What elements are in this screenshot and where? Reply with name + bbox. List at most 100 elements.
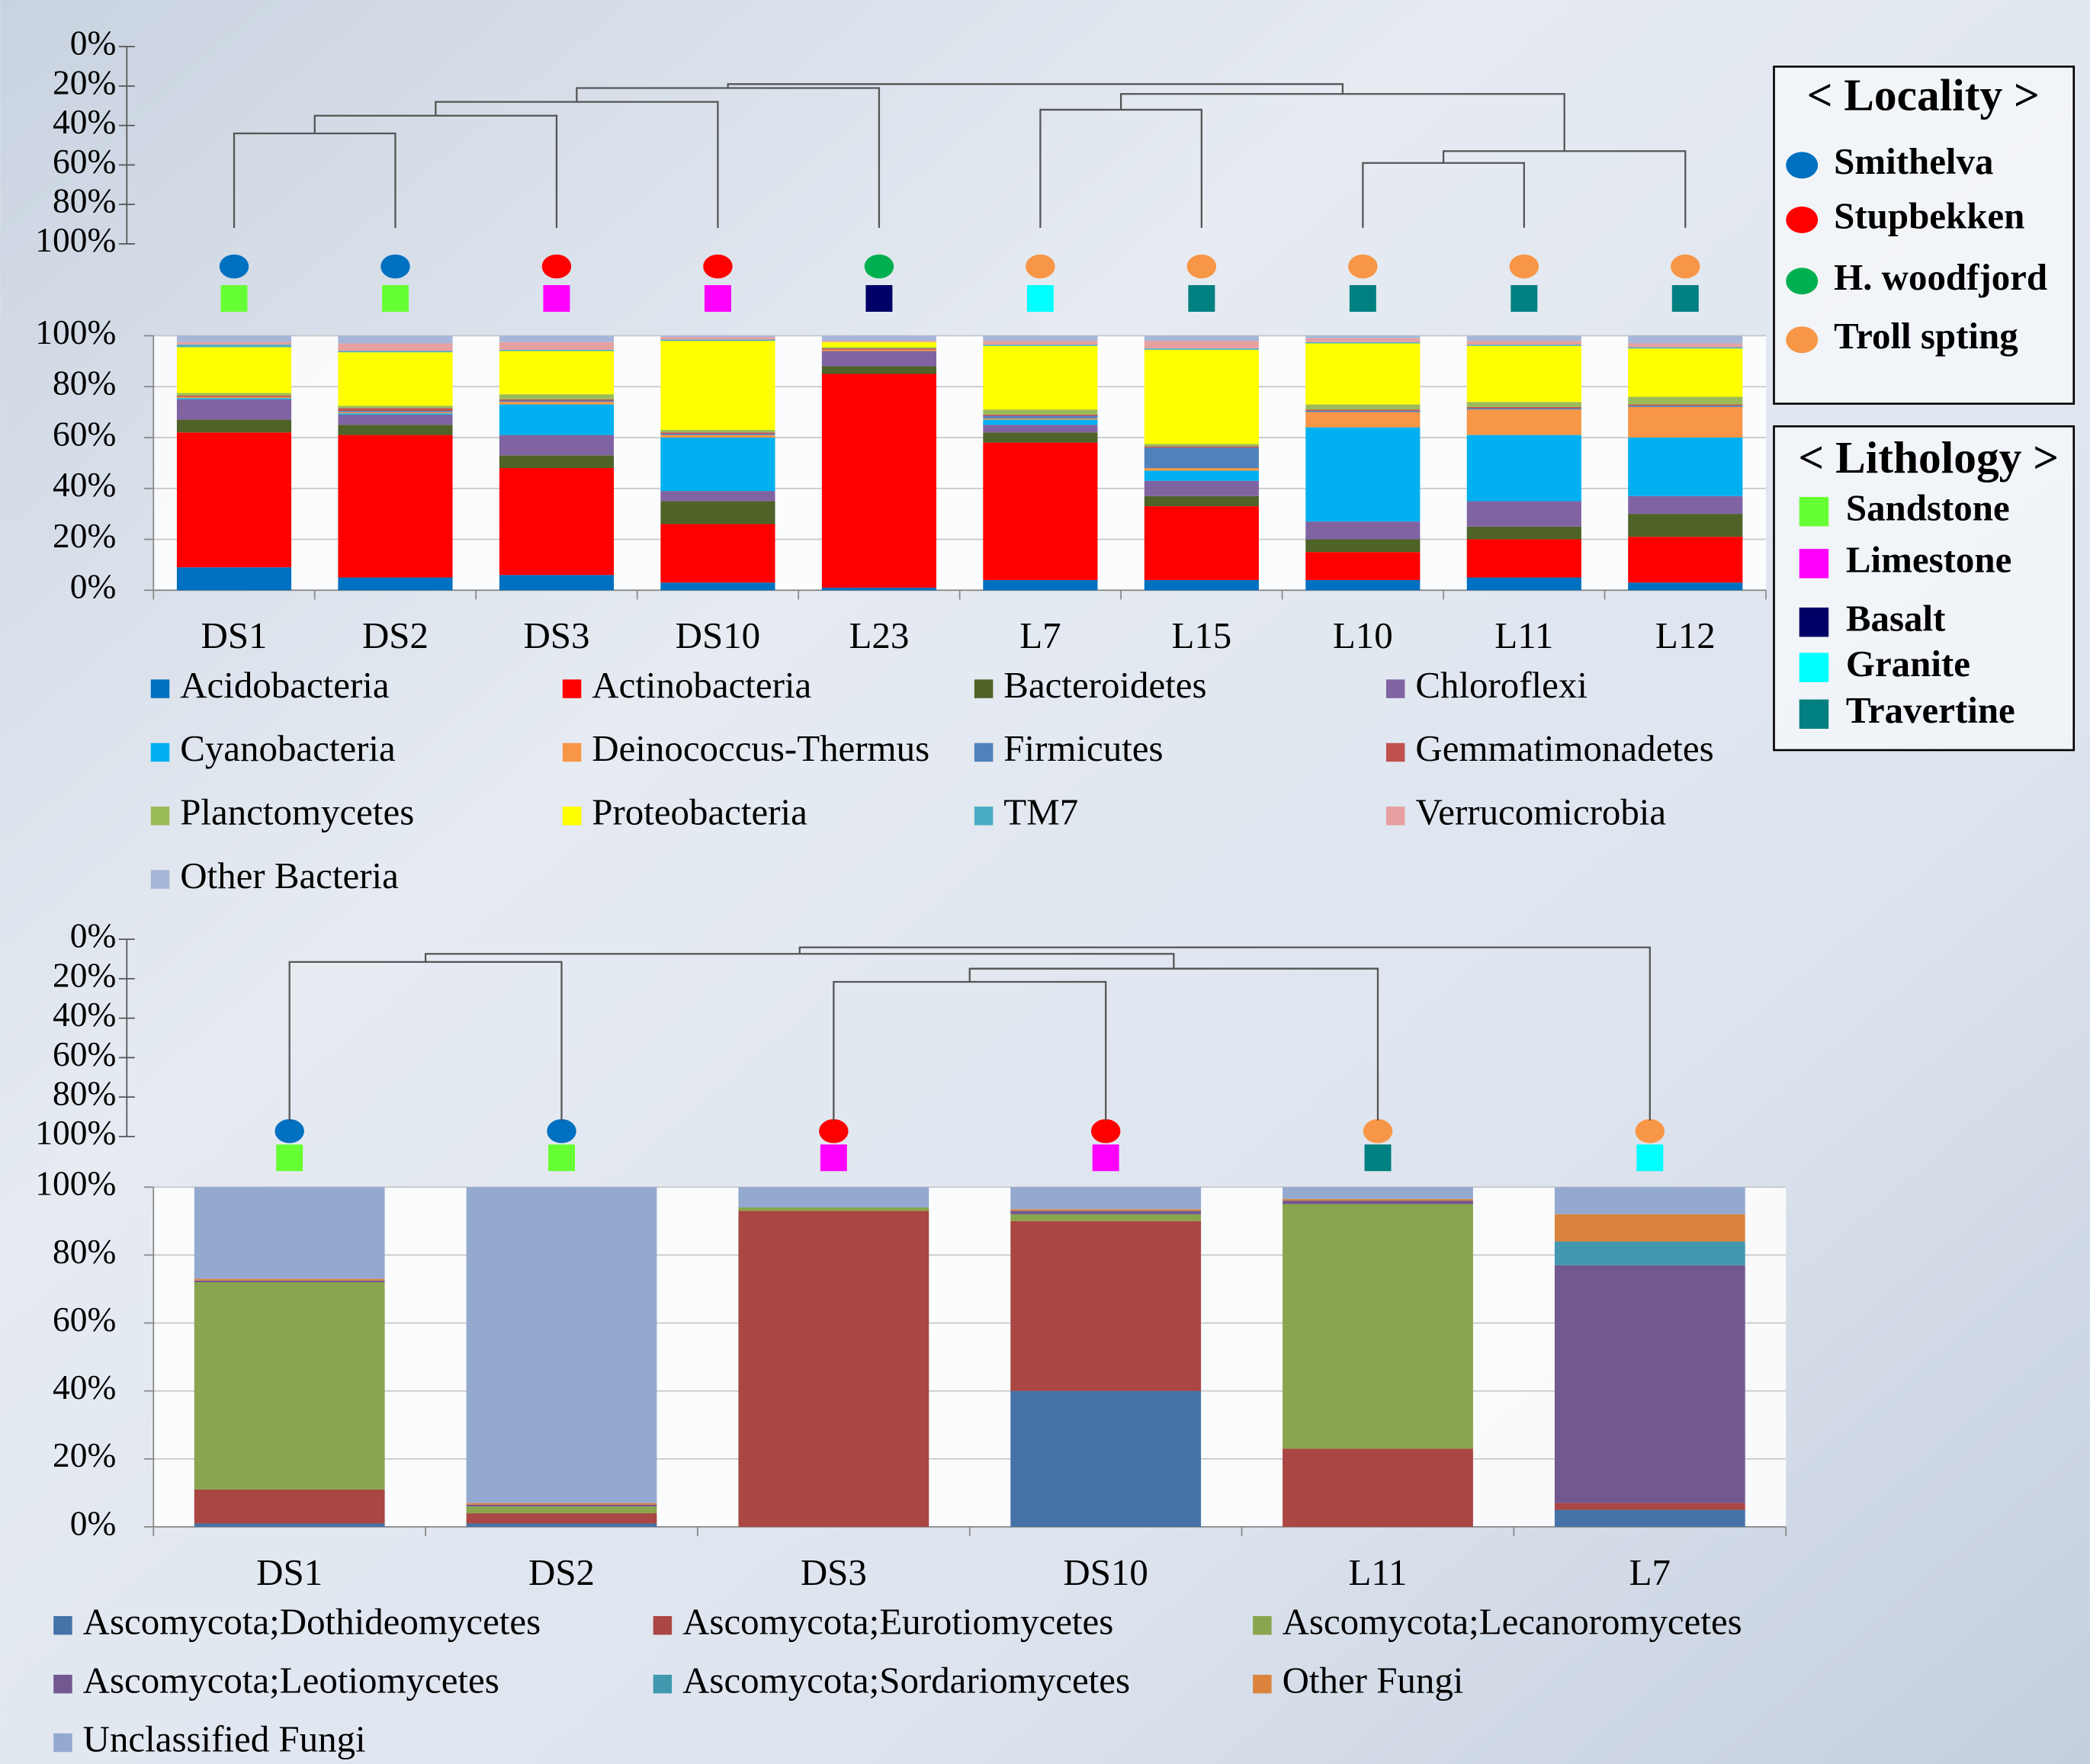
bar-segment — [194, 1281, 385, 1282]
legend-label: Ascomycota;Eurotiomycetes — [682, 1600, 1113, 1642]
bar-segment — [822, 366, 936, 374]
y-tick-label: 60% — [53, 415, 116, 453]
bar-segment — [1145, 496, 1259, 506]
bar-segment — [822, 341, 936, 342]
bar-segment — [1305, 428, 1420, 522]
bar-segment — [338, 335, 452, 343]
legend-label: Chloroflexi — [1415, 664, 1588, 706]
bar-segment — [499, 351, 614, 394]
x-tick-label: DS10 — [676, 614, 760, 656]
bar-segment — [1010, 1209, 1201, 1211]
legend-label: Verrucomicrobia — [1415, 791, 1666, 833]
bar-segment — [499, 575, 614, 590]
legend-swatch — [653, 1616, 672, 1634]
bar-segment — [1467, 409, 1581, 435]
dendrogram-tick-label: 40% — [53, 103, 116, 141]
bar-segment — [660, 582, 775, 590]
dendrogram-tick-label: 20% — [53, 63, 116, 101]
bar-segment — [1010, 1211, 1201, 1214]
bar-segment — [660, 435, 775, 438]
x-tick-label: DS2 — [528, 1551, 595, 1593]
legend-label: Cyanobacteria — [180, 727, 396, 769]
bar-segment — [194, 1282, 385, 1490]
bar-segment — [467, 1506, 657, 1513]
bar-segment — [1628, 438, 1742, 496]
bar-segment — [1145, 468, 1259, 470]
x-tick-label: L7 — [1629, 1551, 1671, 1593]
legend-label: Ascomycota;Leotiomycetes — [83, 1659, 499, 1701]
locality-marker — [1786, 268, 1818, 294]
bar-segment — [499, 402, 614, 404]
bar-segment — [983, 419, 1097, 420]
bar-segment — [822, 335, 936, 341]
bar-segment — [1305, 411, 1420, 412]
locality-dot — [380, 255, 409, 278]
bar-segment — [177, 432, 291, 567]
y-tick-label: 100% — [35, 313, 116, 351]
locality-dot — [1636, 1119, 1665, 1143]
bar-segment — [983, 335, 1097, 341]
bar-segment — [499, 394, 614, 399]
bar-segment — [1305, 539, 1420, 552]
locality-label: Smithelva — [1834, 140, 1993, 182]
bar-segment — [660, 430, 775, 432]
bar-segment — [660, 501, 775, 524]
x-tick-label: L11 — [1494, 614, 1553, 656]
lithology-square — [221, 285, 248, 312]
y-tick-label: 20% — [53, 517, 116, 555]
bar-segment — [499, 401, 614, 403]
dendrogram-tick-label: 80% — [53, 1075, 116, 1113]
bar-segment — [467, 1503, 657, 1505]
legend-label: Actinobacteria — [592, 664, 811, 706]
bar-segment — [338, 343, 452, 351]
dendrogram-tick-label: 60% — [53, 1035, 116, 1073]
legend-swatch — [1253, 1616, 1271, 1634]
figure: < Locality > < Lithology > SmithelvaStup… — [0, 0, 2090, 1764]
bar-segment — [467, 1187, 657, 1503]
bar-segment — [1555, 1265, 1745, 1503]
bar-segment — [1305, 521, 1420, 539]
bar-segment — [660, 432, 775, 434]
bar-segment — [1555, 1510, 1745, 1527]
bar-segment — [1628, 348, 1742, 396]
bar-segment — [1145, 348, 1259, 350]
bar-segment — [467, 1505, 657, 1506]
legend-swatch — [53, 1734, 72, 1752]
bar-segment — [1283, 1448, 1473, 1527]
bar-segment — [1467, 407, 1581, 409]
y-tick-label: 0% — [70, 568, 117, 606]
bar-segment — [338, 413, 452, 415]
legend-swatch — [653, 1675, 672, 1693]
locality-label: Troll spting — [1834, 315, 2018, 357]
bar-segment — [1145, 447, 1259, 468]
bar-segment — [1145, 470, 1259, 480]
locality-label: Stupbekken — [1834, 195, 2024, 237]
bar-segment — [194, 1523, 385, 1526]
bar-segment — [177, 397, 291, 399]
legend-swatch — [974, 807, 993, 825]
bar-segment — [177, 398, 291, 399]
lithology-square — [705, 285, 731, 312]
lithology-square — [1365, 1144, 1392, 1171]
bar-segment — [660, 524, 775, 582]
legend-label: Gemmatimonadetes — [1415, 727, 1713, 769]
bar-segment — [1467, 402, 1581, 407]
bar-segment — [177, 342, 291, 345]
legend-label: Other Fungi — [1283, 1659, 1464, 1701]
bar-segment — [660, 341, 775, 430]
bar-segment — [1467, 346, 1581, 402]
bar-segment — [983, 580, 1097, 590]
dendrogram-tick-label: 0% — [70, 917, 117, 955]
dendrogram-tick-label: 100% — [35, 221, 116, 259]
bar-segment — [660, 491, 775, 501]
bar-segment — [1467, 539, 1581, 577]
bar-segment — [1628, 397, 1742, 405]
lithology-square — [865, 285, 892, 312]
locality-dot — [819, 1119, 848, 1143]
bar-segment — [983, 416, 1097, 419]
x-tick-label: DS10 — [1063, 1551, 1148, 1593]
bar-segment — [467, 1513, 657, 1523]
x-tick-label: DS1 — [201, 614, 268, 656]
bar-segment — [1145, 580, 1259, 590]
bar-segment — [1628, 343, 1742, 347]
